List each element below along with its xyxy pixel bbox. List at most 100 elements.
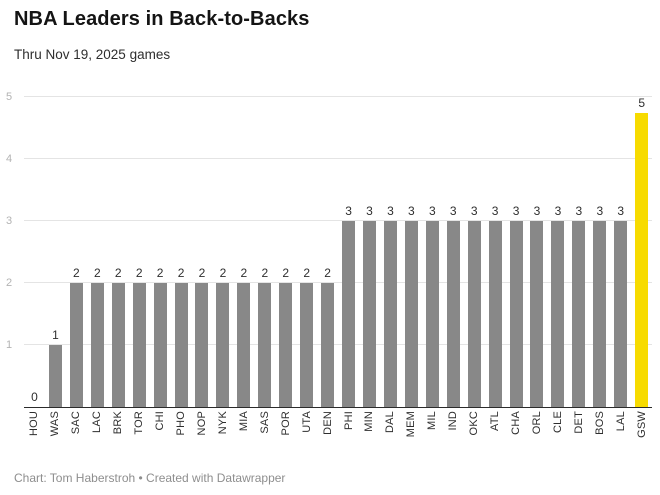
x-tick-label: BOS xyxy=(593,411,606,435)
bar-value-label: 2 xyxy=(73,266,80,280)
bar-value-label: 2 xyxy=(135,266,143,280)
bar-uta[interactable] xyxy=(300,283,314,407)
bar-value-label: 3 xyxy=(596,204,604,218)
bar-value-label: 2 xyxy=(303,266,310,280)
bar-det[interactable] xyxy=(572,221,586,407)
bar-tor[interactable] xyxy=(132,283,146,407)
x-tick-det: DET xyxy=(568,411,589,451)
bar-column-gsw: 5 xyxy=(631,97,652,407)
bar-value-label: 0 xyxy=(31,390,38,404)
bar-column-lac: 2 xyxy=(87,97,108,407)
bar-lal[interactable] xyxy=(614,221,628,407)
bar-value-label: 2 xyxy=(240,266,248,280)
bar-dal[interactable] xyxy=(383,221,397,407)
bar-value-label: 3 xyxy=(366,204,373,218)
x-tick-label: MEM xyxy=(405,411,418,438)
x-tick-phi: PHI xyxy=(338,411,359,451)
bar-atl[interactable] xyxy=(488,221,502,407)
bar-column-nyk: 2 xyxy=(212,97,233,407)
x-tick-por: POR xyxy=(275,411,296,451)
x-tick-label: CLE xyxy=(551,411,564,433)
bar-mem[interactable] xyxy=(404,221,418,407)
x-tick-pho: PHO xyxy=(171,411,192,451)
y-tick-label-5: 5 xyxy=(6,91,13,103)
bar-mil[interactable] xyxy=(425,221,439,407)
gridline-y3 xyxy=(24,220,652,221)
bar-column-brk: 2 xyxy=(108,97,129,407)
bar-value-label: 2 xyxy=(261,266,269,280)
bar-column-cle: 3 xyxy=(547,97,568,407)
bar-was[interactable] xyxy=(48,345,62,407)
bar-gsw[interactable] xyxy=(635,113,649,407)
bar-mia[interactable] xyxy=(237,283,251,407)
x-tick-label: CHA xyxy=(510,411,523,435)
x-tick-label: NYK xyxy=(216,411,229,435)
bar-column-sas: 2 xyxy=(254,97,275,407)
bar-column-nop: 2 xyxy=(192,97,213,407)
bar-column-ind: 3 xyxy=(443,97,464,407)
bar-value-label: 3 xyxy=(387,204,394,218)
bar-ind[interactable] xyxy=(446,221,460,407)
x-tick-cle: CLE xyxy=(547,411,568,451)
x-axis-labels: HOU WAS SAC LAC BRK TOR CHI PHO NOP NYK MIA SAS POR U… xyxy=(24,411,652,451)
x-tick-label: PHI xyxy=(342,411,355,430)
x-tick-mil: MIL xyxy=(422,411,443,451)
bar-column-okc: 3 xyxy=(464,97,485,407)
bar-orl[interactable] xyxy=(530,221,544,407)
bar-value-label: 3 xyxy=(470,204,478,218)
x-tick-okc: OKC xyxy=(464,411,485,451)
bar-por[interactable] xyxy=(279,283,293,407)
bar-value-label: 3 xyxy=(345,204,352,218)
bar-column-cha: 3 xyxy=(506,97,527,407)
x-axis-baseline xyxy=(24,407,652,408)
bar-column-orl: 3 xyxy=(527,97,548,407)
bar-column-phi: 3 xyxy=(338,97,359,407)
bar-value-label: 2 xyxy=(93,266,101,280)
bar-column-chi: 2 xyxy=(150,97,171,407)
x-tick-label: IND xyxy=(447,411,460,431)
x-tick-sac: SAC xyxy=(66,411,87,451)
bar-value-label: 3 xyxy=(449,204,457,218)
x-tick-label: ATL xyxy=(489,411,502,431)
bar-phi[interactable] xyxy=(342,221,356,407)
bar-nop[interactable] xyxy=(195,283,209,407)
x-tick-chi: CHI xyxy=(150,411,171,451)
x-tick-sas: SAS xyxy=(254,411,275,451)
y-tick-label-2: 2 xyxy=(6,277,13,289)
bar-bos[interactable] xyxy=(593,221,607,407)
gridline-y2 xyxy=(24,282,652,283)
bar-sac[interactable] xyxy=(69,283,83,407)
x-tick-lac: LAC xyxy=(87,411,108,451)
x-tick-tor: TOR xyxy=(129,411,150,451)
bar-okc[interactable] xyxy=(467,221,481,407)
bar-nyk[interactable] xyxy=(216,283,230,407)
x-tick-label: POR xyxy=(279,411,292,436)
bar-column-por: 2 xyxy=(275,97,296,407)
x-tick-label: LAL xyxy=(614,411,627,432)
bar-value-label: 3 xyxy=(512,204,520,218)
bar-sas[interactable] xyxy=(258,283,272,407)
x-tick-label: TOR xyxy=(133,411,146,435)
bar-lac[interactable] xyxy=(90,283,104,407)
x-tick-label: MIL xyxy=(426,411,439,430)
x-tick-min: MIN xyxy=(359,411,380,451)
x-tick-bos: BOS xyxy=(589,411,610,451)
x-tick-label: SAC xyxy=(70,411,83,435)
x-tick-cha: CHA xyxy=(506,411,527,451)
bar-value-label: 5 xyxy=(638,96,645,110)
bar-value-label: 3 xyxy=(428,204,436,218)
bar-min[interactable] xyxy=(362,221,376,407)
bar-cha[interactable] xyxy=(509,221,523,407)
bar-column-lal: 3 xyxy=(610,97,631,407)
bar-cle[interactable] xyxy=(551,221,565,407)
bar-pho[interactable] xyxy=(174,283,188,407)
bar-den[interactable] xyxy=(321,283,335,407)
bar-column-atl: 3 xyxy=(485,97,506,407)
x-tick-label: DET xyxy=(572,411,585,434)
x-tick-label: NOP xyxy=(195,411,208,436)
bar-brk[interactable] xyxy=(111,283,125,407)
bar-chi[interactable] xyxy=(153,283,167,407)
